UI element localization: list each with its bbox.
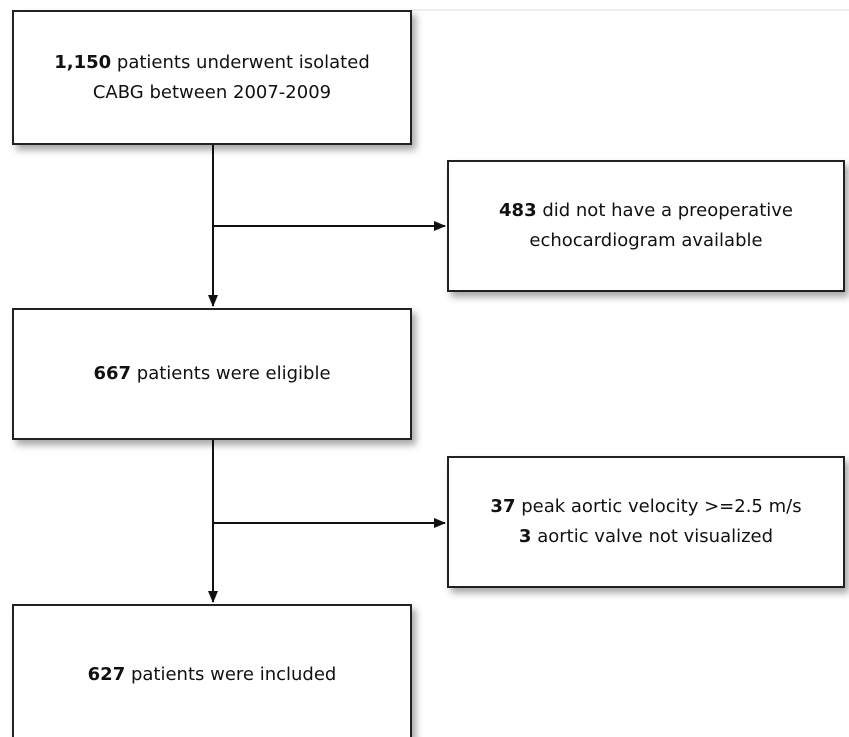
node-box: 627 patients were included: [12, 604, 412, 737]
count: 1,150: [54, 51, 112, 73]
label: echocardiogram available: [529, 230, 763, 251]
node-line: 3 aortic valve not visualized: [519, 522, 773, 552]
label: patients underwent isolated: [116, 51, 370, 73]
count: 667: [93, 363, 132, 384]
label: patients were eligible: [136, 363, 331, 384]
label: CABG between 2007-2009: [92, 81, 332, 103]
node-box: 483 did not have a preoperative echocardi…: [447, 160, 845, 292]
count: 37: [490, 496, 516, 517]
label: peak aortic velocity >=2.5 m/s: [521, 496, 802, 517]
label: patients were included: [130, 663, 337, 685]
node-box: 37 peak aortic velocity >=2.5 m/s 3 aorti…: [447, 456, 845, 588]
count: 3: [518, 526, 532, 547]
label: aortic valve not visualized: [537, 526, 774, 547]
node-line: CABG between 2007-2009: [93, 78, 331, 108]
node-line: 483 did not have a preoperative: [499, 196, 793, 226]
node-box: 1,150 patients underwent isolated CABG be…: [12, 10, 412, 145]
node-line: echocardiogram available: [529, 226, 762, 256]
count: 627: [87, 663, 126, 685]
node-line: 667 patients were eligible: [93, 359, 330, 389]
node-line: 1,150 patients underwent isolated: [54, 48, 370, 78]
node-box: 667 patients were eligible: [12, 308, 412, 440]
node-line: 627 patients were included: [88, 660, 337, 690]
node-line: 37 peak aortic velocity >=2.5 m/s: [490, 492, 801, 522]
label: did not have a preoperative: [542, 200, 793, 221]
count: 483: [499, 200, 537, 221]
